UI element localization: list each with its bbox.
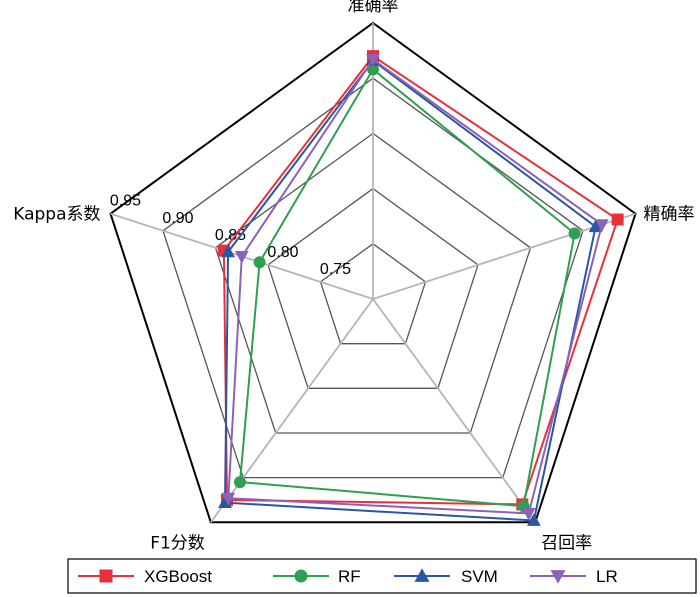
data-point [367, 63, 379, 76]
series-line [238, 67, 576, 508]
series-rf [234, 63, 581, 513]
axis-label: Kappa系数 [13, 205, 100, 225]
axis-label: 召回率 [541, 533, 592, 553]
tick-label: 0.95 [110, 193, 141, 210]
radar-spoke [372, 298, 536, 523]
tick-label: 0.80 [267, 244, 298, 261]
legend-item-lr: LR [530, 567, 618, 586]
data-point [595, 219, 609, 232]
axis-label: 精确率 [644, 205, 695, 225]
radar-series [217, 50, 624, 526]
radar-grid-ring [319, 242, 427, 345]
series-line [222, 54, 619, 506]
data-point [253, 256, 266, 269]
data-point [99, 569, 113, 583]
tick-label: 0.75 [320, 261, 351, 278]
legend: XGBoost RF SVM LR [67, 558, 697, 594]
radar-grid-ring [267, 187, 479, 389]
data-point [221, 244, 235, 258]
radar-tick-labels: 0.750.800.850.900.95 [110, 193, 351, 278]
data-point [611, 213, 624, 226]
data-point [221, 492, 236, 506]
series-lr [221, 54, 609, 521]
radar-spoke [210, 298, 374, 523]
legend-label: XGBoost [144, 567, 212, 586]
legend-item-rf: RF [273, 567, 361, 586]
series-line [223, 59, 597, 522]
legend-item-xgboost: XGBoost [78, 567, 212, 586]
radar-outer-ring [109, 21, 637, 524]
axis-label: 准确率 [348, 0, 399, 16]
data-point [527, 513, 541, 526]
data-point [234, 251, 249, 264]
tick-label: 0.90 [162, 210, 193, 227]
series-xgboost [217, 50, 624, 511]
legend-label: RF [338, 567, 361, 586]
legend-label: SVM [461, 567, 498, 586]
data-point [234, 476, 246, 489]
legend-box [67, 558, 697, 594]
radar-grid-ring [162, 77, 584, 479]
data-point [588, 219, 603, 233]
data-point [294, 569, 308, 583]
data-point [366, 54, 380, 67]
data-point [414, 568, 430, 582]
legend-item-svm: SVM [394, 567, 498, 586]
data-point [550, 570, 566, 584]
legend-label: LR [596, 567, 618, 586]
data-point [568, 227, 581, 240]
series-line [227, 57, 604, 515]
axis-label: F1分数 [150, 533, 205, 553]
radar-grid [109, 21, 637, 524]
data-point [521, 508, 536, 521]
